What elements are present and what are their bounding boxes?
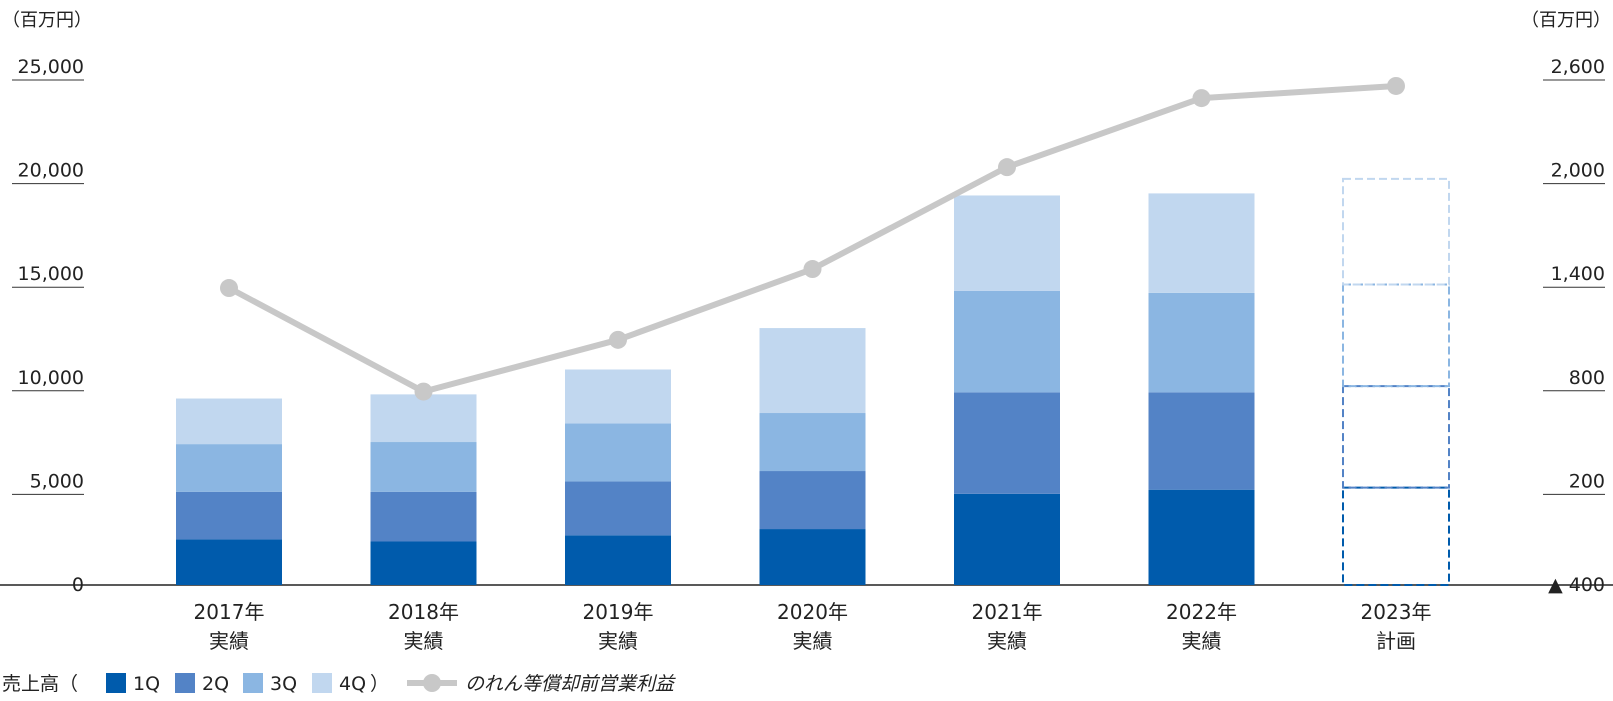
- legend-swatch-1Q: [106, 673, 126, 693]
- category-kind-label: 実績: [598, 629, 638, 653]
- axis-labels: （百万円） （百万円） 0 ▲ 400 5,000 200 10,000 800 15,000 1…: [2, 10, 1611, 653]
- bar-planned-4Q: [1342, 177, 1450, 286]
- right-tick-label: ▲ 400: [1548, 574, 1605, 596]
- bar-segment-2Q: [954, 392, 1060, 494]
- bar-segment-4Q: [1148, 193, 1255, 293]
- left-tick-label: 10,000: [18, 367, 84, 389]
- category-year-label: 2019年: [583, 600, 654, 624]
- bar-segment-3Q: [176, 444, 282, 492]
- legend-swatch-3Q: [243, 673, 263, 693]
- category-year-label: 2022年: [1166, 600, 1237, 624]
- profit-point: [998, 158, 1016, 177]
- category-kind-label: 計画: [1376, 629, 1416, 653]
- legend-swatch-2Q: [175, 673, 195, 693]
- bar-segment-4Q: [759, 328, 866, 414]
- profit-point: [803, 260, 822, 279]
- legend-swatch-4Q: [312, 673, 332, 693]
- right-tick-label: 2,000: [1551, 160, 1605, 182]
- legend-label-2Q: 2Q: [202, 673, 229, 695]
- legend-label-1Q: 1Q: [133, 673, 160, 695]
- bar-segment-4Q: [176, 398, 282, 445]
- bar-segment-4Q: [370, 394, 477, 443]
- category-kind-label: 実績: [404, 629, 444, 653]
- legend-line-marker: [423, 674, 441, 692]
- category-kind-label: 実績: [1182, 629, 1222, 653]
- right-tick-label: 200: [1569, 470, 1605, 492]
- stacked-bars: [176, 177, 1450, 586]
- bar-planned-1Q: [1342, 486, 1450, 586]
- left-axis-unit: （百万円）: [2, 10, 92, 31]
- bar-segment-3Q: [370, 442, 477, 492]
- left-tick-label: 5,000: [30, 470, 84, 492]
- profit-point: [414, 382, 433, 401]
- legend-label-4Q: 4Q: [339, 673, 366, 695]
- bar-segment-4Q: [954, 195, 1060, 291]
- bar-segment-1Q: [954, 493, 1060, 585]
- category-kind-label: 実績: [209, 629, 249, 653]
- bar-planned-2Q: [1342, 385, 1450, 489]
- bar-segment-4Q: [565, 369, 671, 424]
- bar-segment-3Q: [759, 413, 866, 472]
- left-tick-label: 0: [72, 574, 84, 596]
- legend-line-label: のれん等償却前営業利益: [465, 673, 676, 695]
- bar-segment-3Q: [954, 290, 1060, 393]
- category-year-label: 2020年: [777, 600, 848, 624]
- bar-segment-2Q: [565, 481, 671, 536]
- right-axis-unit: （百万円）: [1521, 10, 1611, 31]
- legend: 売上高（ 1Q 2Q 3Q 4Q） のれん等償却前営業利益: [2, 673, 676, 695]
- bar-segment-2Q: [370, 491, 477, 542]
- right-tick-label: 800: [1569, 367, 1605, 389]
- profit-point: [1192, 89, 1211, 108]
- bar-planned-3Q: [1342, 283, 1450, 388]
- bar-segment-1Q: [370, 541, 477, 585]
- profit-point: [609, 330, 627, 349]
- bar-segment-1Q: [565, 535, 671, 585]
- bar-segment-3Q: [1148, 292, 1255, 393]
- profit-line: [220, 76, 1405, 401]
- legend-suffix: ）: [370, 673, 389, 695]
- profit-point: [220, 279, 238, 298]
- right-tick-label: 1,400: [1551, 263, 1605, 285]
- category-kind-label: 実績: [987, 629, 1027, 653]
- bar-segment-1Q: [176, 539, 282, 585]
- category-year-label: 2017年: [194, 600, 265, 624]
- bar-segment-2Q: [176, 491, 282, 540]
- right-tick-label: 2,600: [1551, 56, 1605, 78]
- left-tick-label: 15,000: [18, 263, 84, 285]
- bar-segment-1Q: [1148, 489, 1255, 585]
- bar-segment-2Q: [759, 471, 866, 530]
- legend-label-3Q: 3Q: [270, 673, 297, 695]
- bar-segment-2Q: [1148, 392, 1255, 490]
- category-kind-label: 実績: [793, 629, 833, 653]
- left-tick-label: 25,000: [18, 56, 84, 78]
- profit-point: [1387, 76, 1405, 95]
- category-year-label: 2023年: [1361, 600, 1432, 624]
- legend-prefix: 売上高（: [2, 673, 78, 695]
- category-year-label: 2021年: [972, 600, 1043, 624]
- left-tick-label: 20,000: [18, 160, 84, 182]
- category-year-label: 2018年: [388, 600, 459, 624]
- bar-segment-1Q: [759, 529, 866, 585]
- bar-segment-3Q: [565, 423, 671, 482]
